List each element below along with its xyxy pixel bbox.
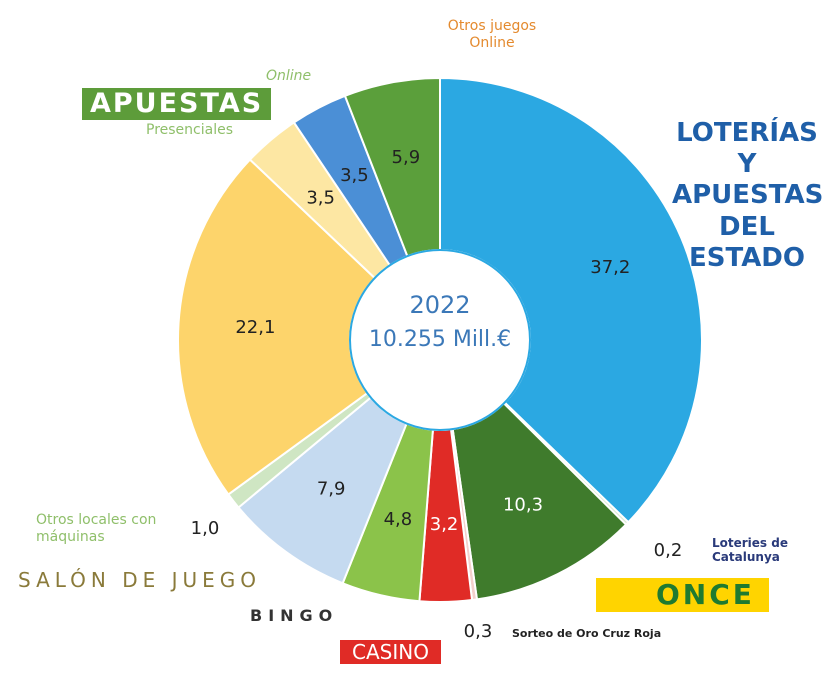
value-label: 4,8 [384, 509, 413, 530]
category-label: BINGO [250, 606, 338, 625]
category-label: ONCE [596, 578, 769, 612]
value-label: 37,2 [590, 257, 630, 278]
category-label: Otros juegos Online [432, 18, 552, 52]
category-label: Sorteo de Oro Cruz Roja [512, 627, 662, 640]
center-total: 10.255 Mill.€ [369, 327, 511, 352]
value-label: 0,3 [464, 621, 493, 642]
value-label: 3,5 [306, 188, 335, 209]
value-label: 0,2 [654, 540, 683, 561]
value-label: 3,2 [430, 514, 459, 535]
category-label: LOTERÍAS Y APUESTAS DEL ESTADO [672, 118, 822, 274]
value-label: 22,1 [235, 317, 275, 338]
category-label: Loteries de Catalunya [712, 536, 792, 565]
page: 2022 10.255 Mill.€ 37,2 0,2 10,3 0,3 3,2 4,8 7,9… [0, 0, 829, 673]
apuestas-label: APUESTAS [82, 88, 271, 120]
category-label: Presenciales [146, 122, 233, 139]
value-label: 10,3 [503, 494, 543, 515]
value-label: 7,9 [317, 479, 346, 500]
category-label: Online [266, 68, 311, 85]
center-year: 2022 [409, 291, 470, 319]
category-label: CASINO [340, 640, 441, 664]
value-label: 5,9 [392, 147, 421, 168]
category-label: Otros locales con máquinas [36, 512, 196, 546]
category-label: SALÓN DE JUEGO [18, 568, 261, 592]
value-label: 3,5 [340, 165, 369, 186]
